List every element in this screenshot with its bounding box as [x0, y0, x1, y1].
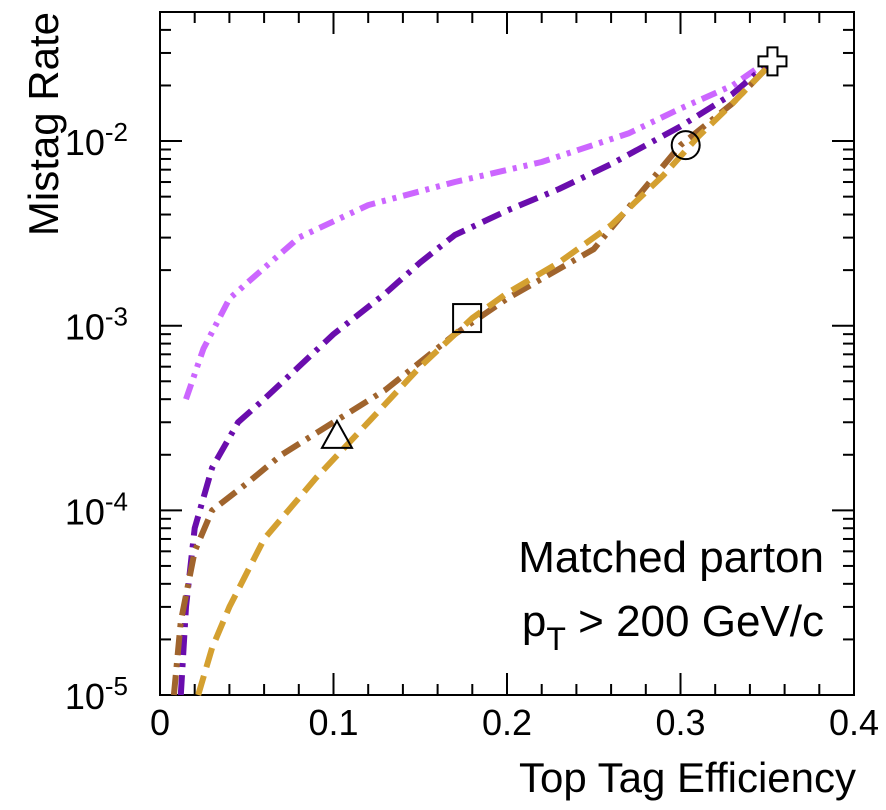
circle-marker — [670, 130, 701, 161]
plot-frame — [159, 11, 855, 696]
y-tick-label: 10-3 — [65, 302, 128, 348]
cross-marker — [757, 46, 788, 77]
annotation-pt-main: p — [522, 597, 546, 646]
y-tick-label: 10-2 — [65, 117, 128, 163]
axis-ticks — [159, 11, 855, 696]
series-layer — [170, 58, 770, 696]
annotation-pt-sub: T — [546, 621, 566, 657]
x-tick-label: 0.4 — [829, 702, 879, 743]
series-line-4 — [195, 65, 770, 696]
square-marker — [452, 303, 483, 334]
x-tick-label: 0 — [150, 702, 170, 743]
y-axis-title: Mistag Rate — [20, 12, 67, 236]
x-tick-label: 0.1 — [308, 702, 358, 743]
annotation-pt-rest: > 200 GeV/c — [566, 597, 824, 646]
x-axis-title: Top Tag Efficiency — [519, 754, 856, 801]
triangle-marker — [320, 418, 354, 449]
marker-layer — [320, 46, 788, 449]
series-line-2 — [177, 62, 770, 696]
annotation-line1: Matched parton — [518, 533, 824, 582]
y-origin-label: 10-5 — [65, 671, 128, 717]
x-tick-label: 0.2 — [482, 702, 532, 743]
annotation: Matched parton pT > 200 GeV/c — [518, 533, 824, 657]
x-tick-label: 0.3 — [655, 702, 705, 743]
axis-tick-labels: 0 0.1 0.2 0.3 0.4 10-4 10-3 10-2 10-5 — [65, 117, 879, 743]
series-line-3 — [170, 65, 770, 696]
annotation-line2: pT > 200 GeV/c — [522, 597, 824, 657]
series-line-1 — [183, 58, 769, 401]
y-tick-label: 10-4 — [65, 486, 128, 532]
